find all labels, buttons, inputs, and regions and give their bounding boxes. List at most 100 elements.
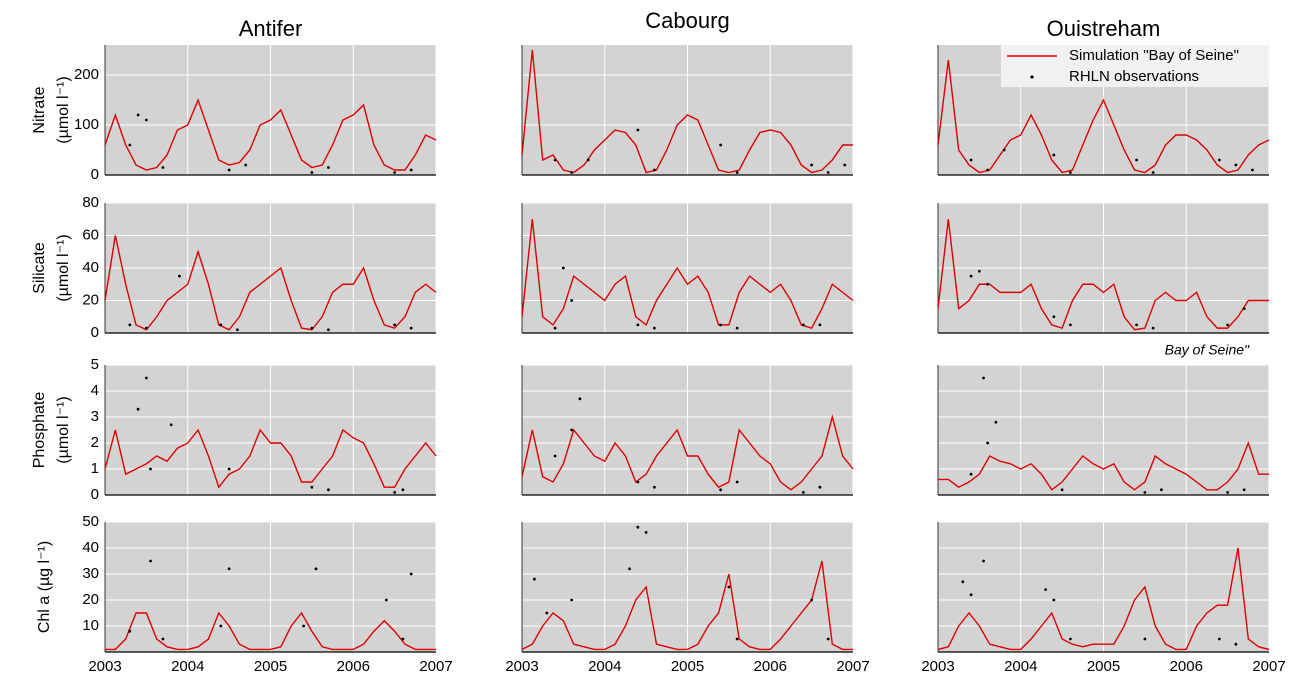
y-tick-label: 5	[91, 356, 99, 373]
legend: Simulation "Bay of Seine" RHLN observatio…	[1001, 45, 1269, 87]
observation-point	[986, 282, 990, 286]
observation-point	[227, 168, 231, 172]
observation-point	[735, 480, 739, 484]
observation-point	[327, 328, 330, 332]
observation-point	[727, 585, 731, 589]
observation-point	[719, 488, 722, 492]
observation-point	[1242, 307, 1246, 311]
observation-point	[1151, 171, 1155, 174]
x-tick-label: 2004	[171, 658, 204, 675]
observation-point	[178, 274, 181, 278]
y-tick-label: 3	[91, 408, 99, 425]
observation-point	[128, 629, 132, 633]
observation-point	[169, 423, 173, 427]
observation-point	[986, 441, 990, 445]
observation-point	[1135, 323, 1138, 327]
legend-label: Simulation "Bay of Seine"	[1069, 47, 1239, 64]
y-axis-label: (µmol l⁻¹)	[55, 396, 72, 463]
y-axis-label: Chl a (µg l⁻¹)	[36, 541, 53, 633]
observation-point	[144, 118, 148, 122]
y-tick-label: 100	[74, 116, 99, 133]
observation-point	[570, 299, 574, 302]
y-tick-label: 40	[82, 259, 99, 276]
x-tick-label: 2004	[1004, 658, 1037, 675]
observation-point	[810, 163, 814, 167]
y-axis-label: Silicate	[31, 242, 48, 294]
observation-point	[136, 407, 140, 411]
observation-point	[1069, 171, 1072, 174]
observation-point	[801, 491, 805, 494]
observation-point	[969, 593, 973, 597]
y-tick-label: 1	[91, 460, 99, 477]
observation-point	[1069, 323, 1072, 327]
observation-point	[409, 326, 413, 330]
y-axis-label: Nitrate	[31, 86, 48, 133]
y-tick-label: 2	[91, 434, 99, 451]
observation-point	[653, 485, 656, 489]
observation-point	[1160, 488, 1163, 492]
observation-point	[553, 326, 557, 330]
observation-point	[1135, 158, 1138, 162]
y-tick-label: 0	[91, 486, 99, 503]
observation-point	[818, 323, 822, 327]
observation-point	[1217, 637, 1221, 641]
observation-point	[236, 328, 239, 332]
x-tick-label: 2003	[88, 658, 121, 675]
observation-point	[578, 397, 582, 401]
observation-point	[1234, 642, 1238, 646]
y-tick-label: 20	[82, 591, 99, 608]
x-tick-label: 2007	[836, 658, 869, 675]
observation-point	[384, 598, 388, 602]
observation-point	[810, 598, 814, 602]
observation-point	[1052, 598, 1056, 602]
observation-point	[1143, 637, 1147, 641]
legend-swatch	[1030, 75, 1034, 79]
observation-point	[1052, 315, 1056, 319]
y-axis-label: Phosphate	[31, 392, 48, 469]
observation-point	[843, 163, 847, 167]
y-tick-label: 30	[82, 565, 99, 582]
simulation-line	[937, 59, 1270, 174]
observation-point	[393, 323, 397, 327]
simulation-line	[104, 98, 437, 171]
y-axis-label: (µmol l⁻¹)	[55, 76, 72, 143]
x-tick-label: 2006	[754, 658, 787, 675]
simulation-line	[104, 428, 437, 489]
observation-point	[327, 166, 330, 169]
observation-point	[553, 158, 557, 162]
observation-point	[310, 485, 314, 489]
observation-point	[628, 567, 631, 571]
observation-point	[982, 559, 985, 563]
observation-point	[1226, 323, 1230, 327]
observation-point	[128, 323, 132, 327]
observation-point	[653, 326, 656, 330]
simulation-line	[104, 235, 437, 331]
observation-point	[994, 420, 998, 424]
x-tick-label: 2005	[671, 658, 704, 675]
observation-point	[644, 531, 648, 534]
simulation-line	[105, 611, 436, 651]
observation-point	[409, 168, 413, 172]
observation-point	[969, 158, 973, 162]
observation-point	[310, 171, 314, 174]
legend-box	[1001, 45, 1269, 87]
observation-point	[826, 171, 830, 174]
observation-point	[653, 168, 656, 172]
observation-point	[401, 637, 405, 641]
simulation-line	[521, 49, 853, 174]
observation-point	[227, 467, 231, 471]
observation-point	[545, 611, 549, 615]
simulation-line	[521, 414, 854, 491]
observation-point	[314, 567, 318, 571]
observation-point	[636, 128, 640, 132]
observation-point	[719, 143, 722, 147]
annotation: Bay of Seine"	[1165, 342, 1250, 358]
observation-point	[1044, 588, 1047, 591]
observation-point	[161, 637, 165, 641]
y-tick-label: 0	[91, 166, 99, 183]
observation-point	[149, 467, 152, 471]
y-tick-label: 20	[82, 291, 99, 308]
y-tick-label: 80	[82, 194, 99, 211]
y-tick-label: 60	[82, 226, 99, 243]
